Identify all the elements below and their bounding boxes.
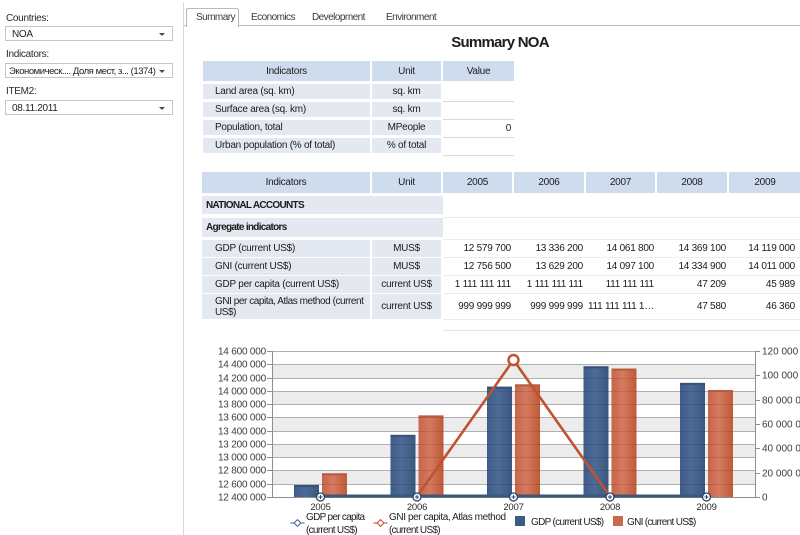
svg-text:GDP (current US$): GDP (current US$)	[531, 517, 604, 528]
svg-text:2005: 2005	[310, 502, 330, 513]
svg-text:20 000 000: 20 000 000	[762, 469, 800, 480]
svg-text:(current US$): (current US$)	[389, 525, 440, 535]
svg-text:60 000 000: 60 000 000	[762, 420, 800, 431]
svg-text:GDP per capita: GDP per capita	[306, 512, 366, 523]
svg-text:2009: 2009	[696, 502, 716, 513]
svg-text:GNI (current US$): GNI (current US$)	[627, 517, 696, 528]
svg-text:120 000 000: 120 000 000	[762, 347, 800, 358]
svg-text:2007: 2007	[503, 502, 523, 513]
svg-text:40 000 000: 40 000 000	[762, 444, 800, 455]
svg-text:12 600 000: 12 600 000	[218, 480, 267, 491]
svg-text:2008: 2008	[600, 502, 620, 513]
svg-text:14 200 000: 14 200 000	[218, 374, 267, 385]
svg-text:13 400 000: 13 400 000	[218, 427, 267, 438]
svg-text:(current US$): (current US$)	[306, 525, 357, 535]
svg-text:80 000 000: 80 000 000	[762, 396, 800, 407]
svg-text:13 600 000: 13 600 000	[218, 413, 267, 424]
svg-text:13 000 000: 13 000 000	[218, 453, 267, 464]
svg-text:14 400 000: 14 400 000	[218, 360, 267, 371]
svg-text:13 800 000: 13 800 000	[218, 400, 267, 411]
svg-text:100 000 000: 100 000 000	[762, 371, 800, 382]
svg-text:13 200 000: 13 200 000	[218, 440, 267, 451]
svg-text:0: 0	[762, 493, 768, 504]
svg-text:12 400 000: 12 400 000	[218, 493, 267, 504]
svg-text:2006: 2006	[407, 502, 427, 513]
svg-text:14 600 000: 14 600 000	[218, 347, 267, 358]
svg-text:12 800 000: 12 800 000	[218, 466, 267, 477]
svg-text:14 000 000: 14 000 000	[218, 387, 267, 398]
svg-text:GNI per capita, Atlas method: GNI per capita, Atlas method	[389, 512, 506, 523]
